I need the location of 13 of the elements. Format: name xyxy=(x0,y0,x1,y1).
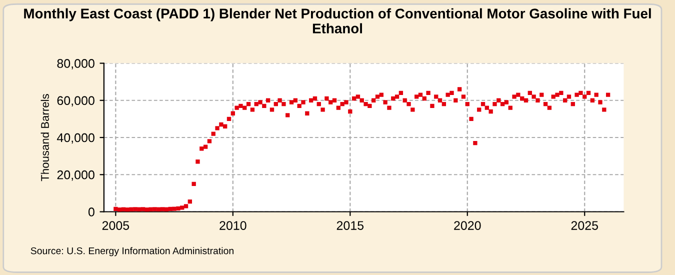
x-tick-label: 2025 xyxy=(571,221,598,230)
x-tick-label: 2020 xyxy=(454,221,481,230)
x-tick-label: 2005 xyxy=(102,221,130,230)
y-tick-label: 0 xyxy=(88,208,94,216)
y-tick-label: 20,000 xyxy=(57,170,94,181)
y-tick-label: 60,000 xyxy=(57,96,94,107)
x-tick-label: 2010 xyxy=(220,221,246,230)
y-tick-label: 80,000 xyxy=(57,59,94,70)
source-note: Source: U.S. Energy Information Administration xyxy=(30,247,234,256)
x-tick-label: 2015 xyxy=(336,221,364,230)
chart-title: Monthly East Coast (PADD 1) Blender Net Production of Conventional Motor Gasoline with Fuel Ethanol xyxy=(24,8,651,34)
y-axis-title: Thousand Barrels xyxy=(40,94,49,182)
y-tick-label: 40,000 xyxy=(56,133,94,144)
